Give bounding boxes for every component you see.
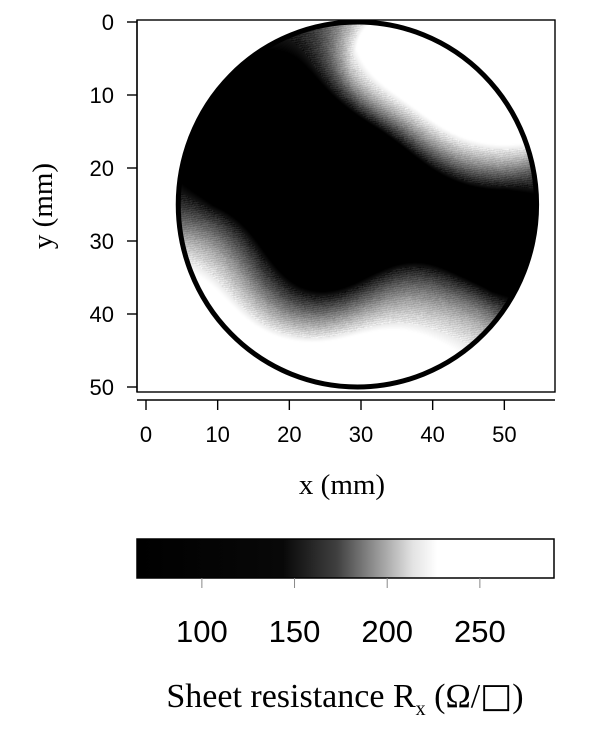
- x-tick-label: 50: [492, 422, 516, 447]
- colorbar-title-square: □: [480, 676, 512, 716]
- colorbar-tick-label: 150: [269, 614, 321, 649]
- y-axis-ticks: 0 10 20 30 40 50: [90, 10, 137, 400]
- colorbar-title: Sheet resistance Rx (Ω/□): [166, 676, 523, 720]
- colorbar-tick-label: 100: [176, 614, 228, 649]
- colorbar-title-unit: (Ω/: [426, 678, 481, 715]
- sample-boundary: [175, 19, 540, 390]
- colorbar-tick-label: 250: [454, 614, 506, 649]
- colorbar-title-main: Sheet resistance R: [166, 678, 416, 715]
- x-axis-title: x (mm): [299, 469, 385, 501]
- x-axis-ticks: 0 10 20 30 40 50: [140, 400, 517, 447]
- x-tick-label: 0: [140, 422, 152, 447]
- x-tick-label: 40: [420, 422, 444, 447]
- y-tick-label: 50: [90, 375, 114, 400]
- y-tick-label: 20: [90, 156, 114, 181]
- colorbar-title-subscript: x: [416, 698, 426, 720]
- y-tick-label: 30: [90, 229, 114, 254]
- x-tick-label: 10: [205, 422, 229, 447]
- colorbar-tick-label: 200: [361, 614, 413, 649]
- y-tick-label: 10: [90, 83, 114, 108]
- y-tick-label: 0: [102, 10, 114, 35]
- colorbar-title-close: ): [512, 678, 523, 715]
- y-axis-title: y (mm): [27, 163, 59, 249]
- x-tick-label: 20: [277, 422, 301, 447]
- y-tick-label: 40: [90, 302, 114, 327]
- colorbar: [136, 538, 555, 579]
- x-tick-label: 30: [349, 422, 373, 447]
- colorbar-ticks: 100 150 200 250: [176, 578, 506, 649]
